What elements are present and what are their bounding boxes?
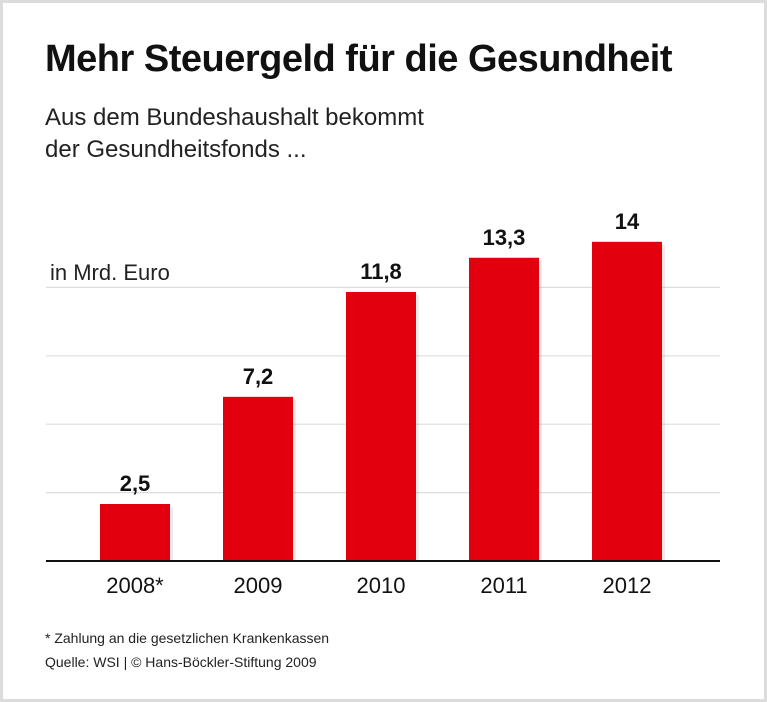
x-tick-label: 2010	[357, 573, 406, 598]
data-label: 11,8	[360, 259, 402, 284]
bar-2012	[592, 241, 662, 562]
x-tick-label: 2012	[603, 573, 652, 598]
data-label: 2,5	[120, 471, 151, 496]
x-tick-label: 2009	[234, 573, 283, 598]
x-tick-label: 2011	[480, 573, 527, 598]
footnote: * Zahlung an die gesetzlichen Krankenkas…	[45, 630, 330, 646]
bar-2009	[223, 396, 293, 561]
chart-title: Mehr Steuergeld für die Gesundheit	[45, 38, 672, 80]
subtitle-line-2: der Gesundheitsfonds ...	[45, 136, 307, 163]
chart-subtitle: Aus dem Bundeshaushalt bekommt der Gesun…	[45, 102, 424, 166]
data-label: 14	[615, 209, 640, 234]
x-tick-label: 2008*	[106, 573, 164, 598]
bar-2008*	[100, 504, 170, 561]
data-label: 7,2	[243, 364, 274, 389]
bar-2011	[469, 257, 539, 561]
bar-2010	[346, 291, 416, 561]
y-axis-unit-label: in Mrd. Euro	[50, 260, 170, 285]
data-label: 13,3	[483, 225, 526, 250]
subtitle-line-1: Aus dem Bundeshaushalt bekommt	[45, 104, 424, 131]
source: Quelle: WSI | © Hans-Böckler-Stiftung 20…	[45, 654, 317, 670]
